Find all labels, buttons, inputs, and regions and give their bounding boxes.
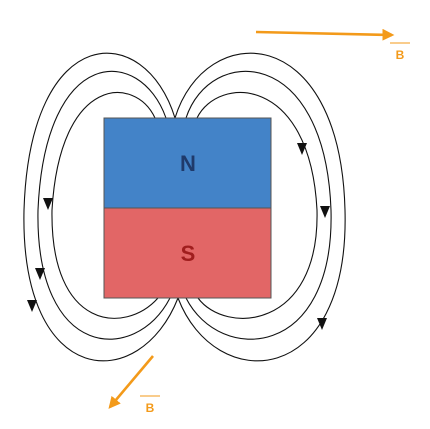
field-line-left-middle [37, 70, 171, 340]
north-pole [103, 117, 272, 209]
field-line-right-inner [196, 92, 318, 319]
left-arrowhead-3 [27, 300, 37, 312]
bar-magnet: N S [103, 117, 272, 299]
field-line-left-inner [51, 92, 159, 319]
vector-label-b: B [146, 401, 155, 415]
field-direction-arrows [27, 143, 330, 330]
field-vector-arrow [108, 355, 154, 409]
field-lines-left [23, 52, 179, 362]
north-pole-label: N [180, 151, 196, 176]
left-arrowhead-2 [35, 268, 45, 280]
field-line-right-outer [174, 52, 346, 362]
right-arrowhead-3 [317, 318, 327, 330]
left-arrowhead-1 [43, 198, 53, 210]
field-vector-bottom-left: B [108, 355, 160, 415]
field-lines-right [174, 52, 346, 362]
right-arrowhead-2 [320, 206, 330, 218]
south-pole [103, 207, 272, 299]
field-line-right-middle [185, 70, 332, 340]
south-pole-label: S [181, 241, 196, 266]
right-arrowhead-1 [297, 143, 307, 155]
field-vector-top-right: B [255, 28, 410, 62]
vector-label-b: B [396, 48, 405, 62]
field-vector-arrow [255, 28, 395, 41]
field-line-left-outer [23, 52, 179, 362]
